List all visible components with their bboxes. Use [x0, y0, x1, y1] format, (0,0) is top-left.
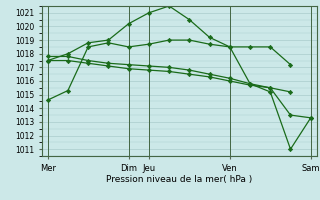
X-axis label: Pression niveau de la mer( hPa ): Pression niveau de la mer( hPa ) [106, 175, 252, 184]
